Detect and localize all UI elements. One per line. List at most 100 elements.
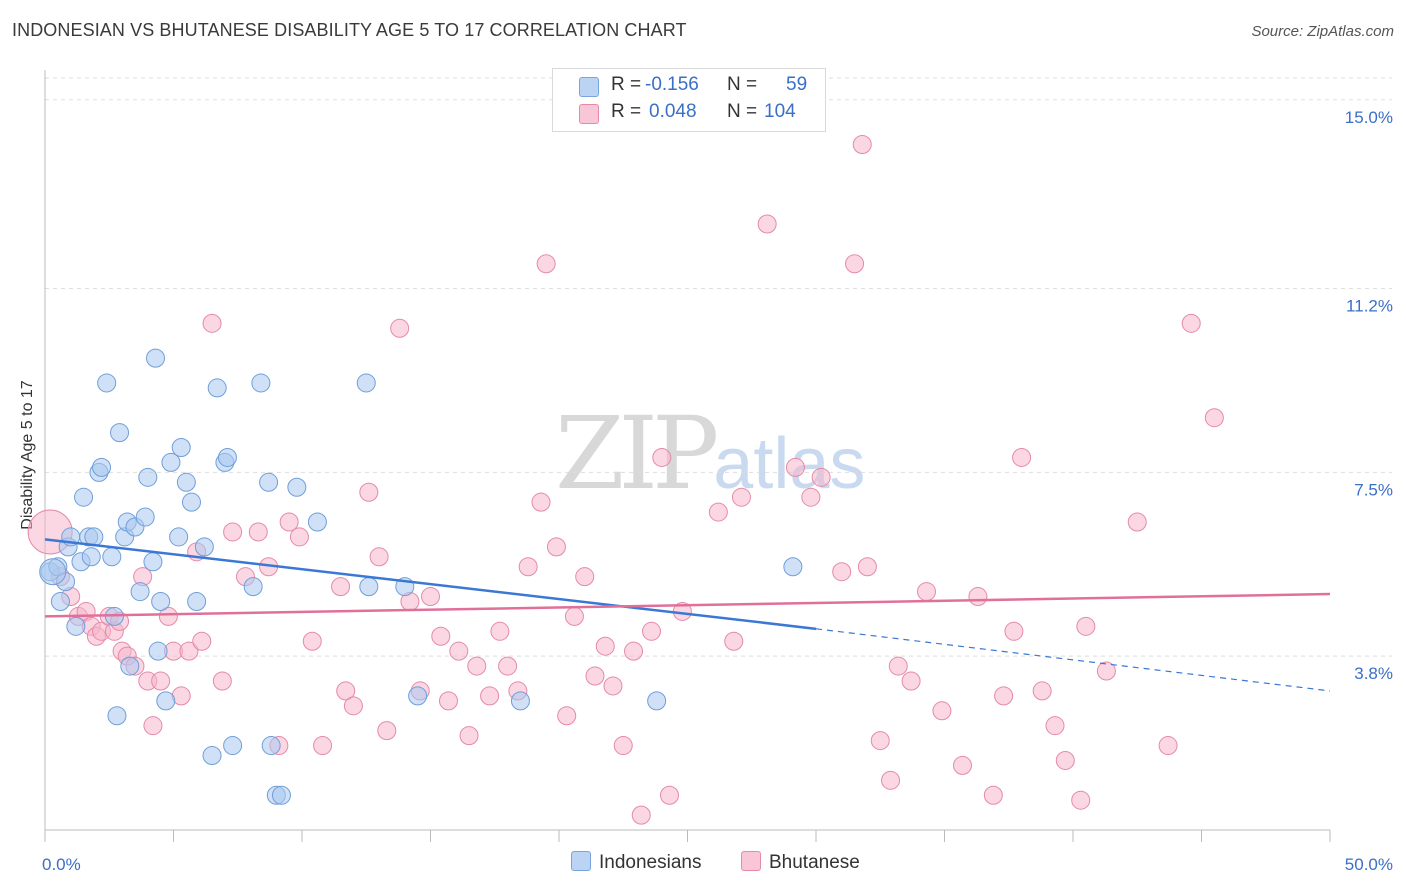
indonesians-trend-line	[44, 538, 817, 631]
bhutanese-point	[536, 254, 556, 274]
indonesian-point	[243, 577, 263, 597]
indonesian-point	[130, 582, 150, 602]
bhutanese-point	[852, 135, 872, 155]
bhutanese-point	[449, 641, 469, 661]
bhutanese-point	[202, 313, 222, 333]
legend-n-label: N =	[727, 74, 758, 95]
bottom-swatch-indonesians	[571, 851, 591, 871]
bhutanese-point	[652, 447, 672, 467]
indonesian-point	[261, 736, 281, 756]
bhutanese-point	[313, 736, 333, 756]
bhutanese-point	[660, 785, 680, 805]
bhutanese-point	[223, 522, 243, 542]
indonesian-point	[143, 552, 163, 572]
x-tick-label: 0.0%	[42, 855, 81, 874]
bhutanese-point	[932, 701, 952, 721]
bhutanese-point	[151, 671, 171, 691]
bottom-legend-bhutanese: Bhutanese	[741, 851, 860, 874]
bhutanese-point	[585, 666, 605, 686]
bhutanese-point	[467, 656, 487, 676]
bhutanese-point	[952, 755, 972, 775]
bhutanese-point	[603, 676, 623, 696]
watermark-zip: ZIP	[555, 395, 719, 512]
bhutanese-point	[917, 582, 937, 602]
bhutanese-point	[531, 492, 551, 512]
bhutanese-point	[801, 487, 821, 507]
bhutanese-point	[1055, 750, 1075, 770]
bhutanese-point	[613, 736, 633, 756]
bhutanese-point	[1127, 512, 1147, 532]
bhutanese-point	[631, 805, 651, 825]
bhutanese-point	[1071, 790, 1091, 810]
indonesian-point	[359, 577, 379, 597]
indonesian-point	[194, 537, 214, 557]
indonesian-point	[171, 438, 191, 458]
indonesian-point	[161, 452, 181, 472]
indonesian-point	[102, 547, 122, 567]
indonesian-point	[356, 373, 376, 393]
legend-swatch-indonesians	[579, 77, 599, 97]
bhutanese-point	[1204, 408, 1224, 428]
indonesian-point	[259, 472, 279, 492]
legend-n-label: N =	[727, 101, 758, 122]
y-tick-label: 15.0%	[1345, 108, 1393, 127]
bhutanese-point	[1181, 313, 1201, 333]
bhutanese-point	[557, 706, 577, 726]
bhutanese-point	[642, 621, 662, 641]
bhutanese-point	[336, 681, 356, 701]
indonesian-point	[176, 472, 196, 492]
indonesians-trend-extension	[815, 628, 1331, 692]
indonesian-point	[408, 686, 428, 706]
bhutanese-point	[870, 731, 890, 751]
bhutanese-point	[438, 691, 458, 711]
indonesian-point	[66, 616, 86, 636]
bottom-legend-label: Indonesians	[599, 852, 702, 873]
watermark: ZIPatlas	[555, 395, 865, 512]
bhutanese-trend-line	[44, 592, 1331, 618]
indonesian-point	[287, 477, 307, 497]
legend-swatch-bhutanese	[579, 104, 599, 124]
bhutanese-point	[390, 318, 410, 338]
indonesian-point	[307, 512, 327, 532]
bhutanese-point	[857, 557, 877, 577]
indonesian-point	[202, 745, 222, 765]
bhutanese-point	[832, 562, 852, 582]
correlation-legend: R = -0.156 N = 59 R = 0.048 N = 104	[552, 68, 826, 132]
bhutanese-point	[708, 502, 728, 522]
bhutanese-point	[212, 671, 232, 691]
legend-n-value: 104	[764, 101, 796, 122]
bhutanese-point	[192, 631, 212, 651]
bhutanese-point	[564, 606, 584, 626]
bhutanese-point	[724, 631, 744, 651]
indonesian-point	[223, 736, 243, 756]
bhutanese-point	[811, 467, 831, 487]
indonesian-point	[187, 592, 207, 612]
indonesian-point	[138, 467, 158, 487]
bhutanese-point	[377, 721, 397, 741]
y-tick-label: 3.8%	[1354, 664, 1393, 683]
legend-r-value: 0.048	[649, 101, 697, 122]
bottom-legend-label: Bhutanese	[769, 852, 860, 873]
bhutanese-point	[595, 636, 615, 656]
bhutanese-point	[1032, 681, 1052, 701]
bhutanese-point	[331, 577, 351, 597]
bhutanese-point	[1012, 447, 1032, 467]
bhutanese-point	[1045, 716, 1065, 736]
indonesian-point	[74, 487, 94, 507]
bhutanese-point	[785, 457, 805, 477]
chart-title: INDONESIAN VS BHUTANESE DISABILITY AGE 5…	[12, 20, 687, 40]
bhutanese-point	[1004, 621, 1024, 641]
bhutanese-point	[490, 621, 510, 641]
legend-r-label: R =	[611, 74, 642, 95]
bhutanese-point	[968, 587, 988, 607]
indonesian-point	[181, 492, 201, 512]
indonesian-point	[647, 691, 667, 711]
bhutanese-point	[421, 587, 440, 607]
source-label: Source: ZipAtlas.com	[1251, 23, 1394, 40]
indonesian-point	[120, 656, 140, 676]
indonesian-point	[135, 507, 155, 527]
indonesian-point	[169, 527, 189, 547]
indonesian-point	[110, 423, 130, 443]
bhutanese-point	[881, 770, 901, 790]
bottom-swatch-bhutanese	[741, 851, 761, 871]
